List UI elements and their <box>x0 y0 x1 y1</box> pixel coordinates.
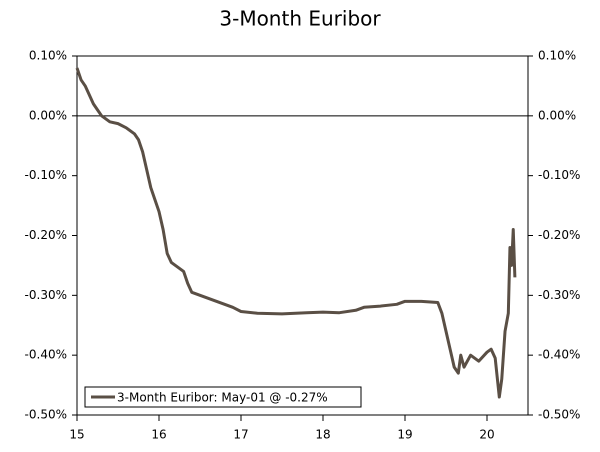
y-tick-label: -0.20% <box>25 228 67 242</box>
x-tick-label: 18 <box>315 428 330 442</box>
y2-tick-label: 0.10% <box>538 49 576 63</box>
y2-tick-label: -0.30% <box>538 288 580 302</box>
x-tick-label: 19 <box>397 428 412 442</box>
x-tick-label: 16 <box>151 428 166 442</box>
legend-label: 3-Month Euribor: May-01 @ -0.27% <box>117 391 328 405</box>
y-tick-label: 0.00% <box>29 108 67 122</box>
y-tick-label: 0.10% <box>29 49 67 63</box>
x-tick-label: 15 <box>69 428 84 442</box>
y-tick-label: -0.10% <box>25 168 67 182</box>
y2-tick-label: -0.40% <box>538 348 580 362</box>
y2-tick-label: -0.20% <box>538 228 580 242</box>
y2-tick-label: 0.00% <box>538 108 576 122</box>
x-tick-label: 17 <box>233 428 248 442</box>
line-series <box>75 67 517 399</box>
y-tick-label: -0.50% <box>25 408 67 422</box>
y2-tick-label: -0.50% <box>538 408 580 422</box>
y-tick-label: -0.40% <box>25 348 67 362</box>
y2-tick-label: -0.10% <box>538 168 580 182</box>
legend-box <box>84 386 362 408</box>
chart-title: 3-Month Euribor <box>219 7 381 31</box>
x-tick-label: 20 <box>479 428 494 442</box>
y-tick-label: -0.30% <box>25 288 67 302</box>
